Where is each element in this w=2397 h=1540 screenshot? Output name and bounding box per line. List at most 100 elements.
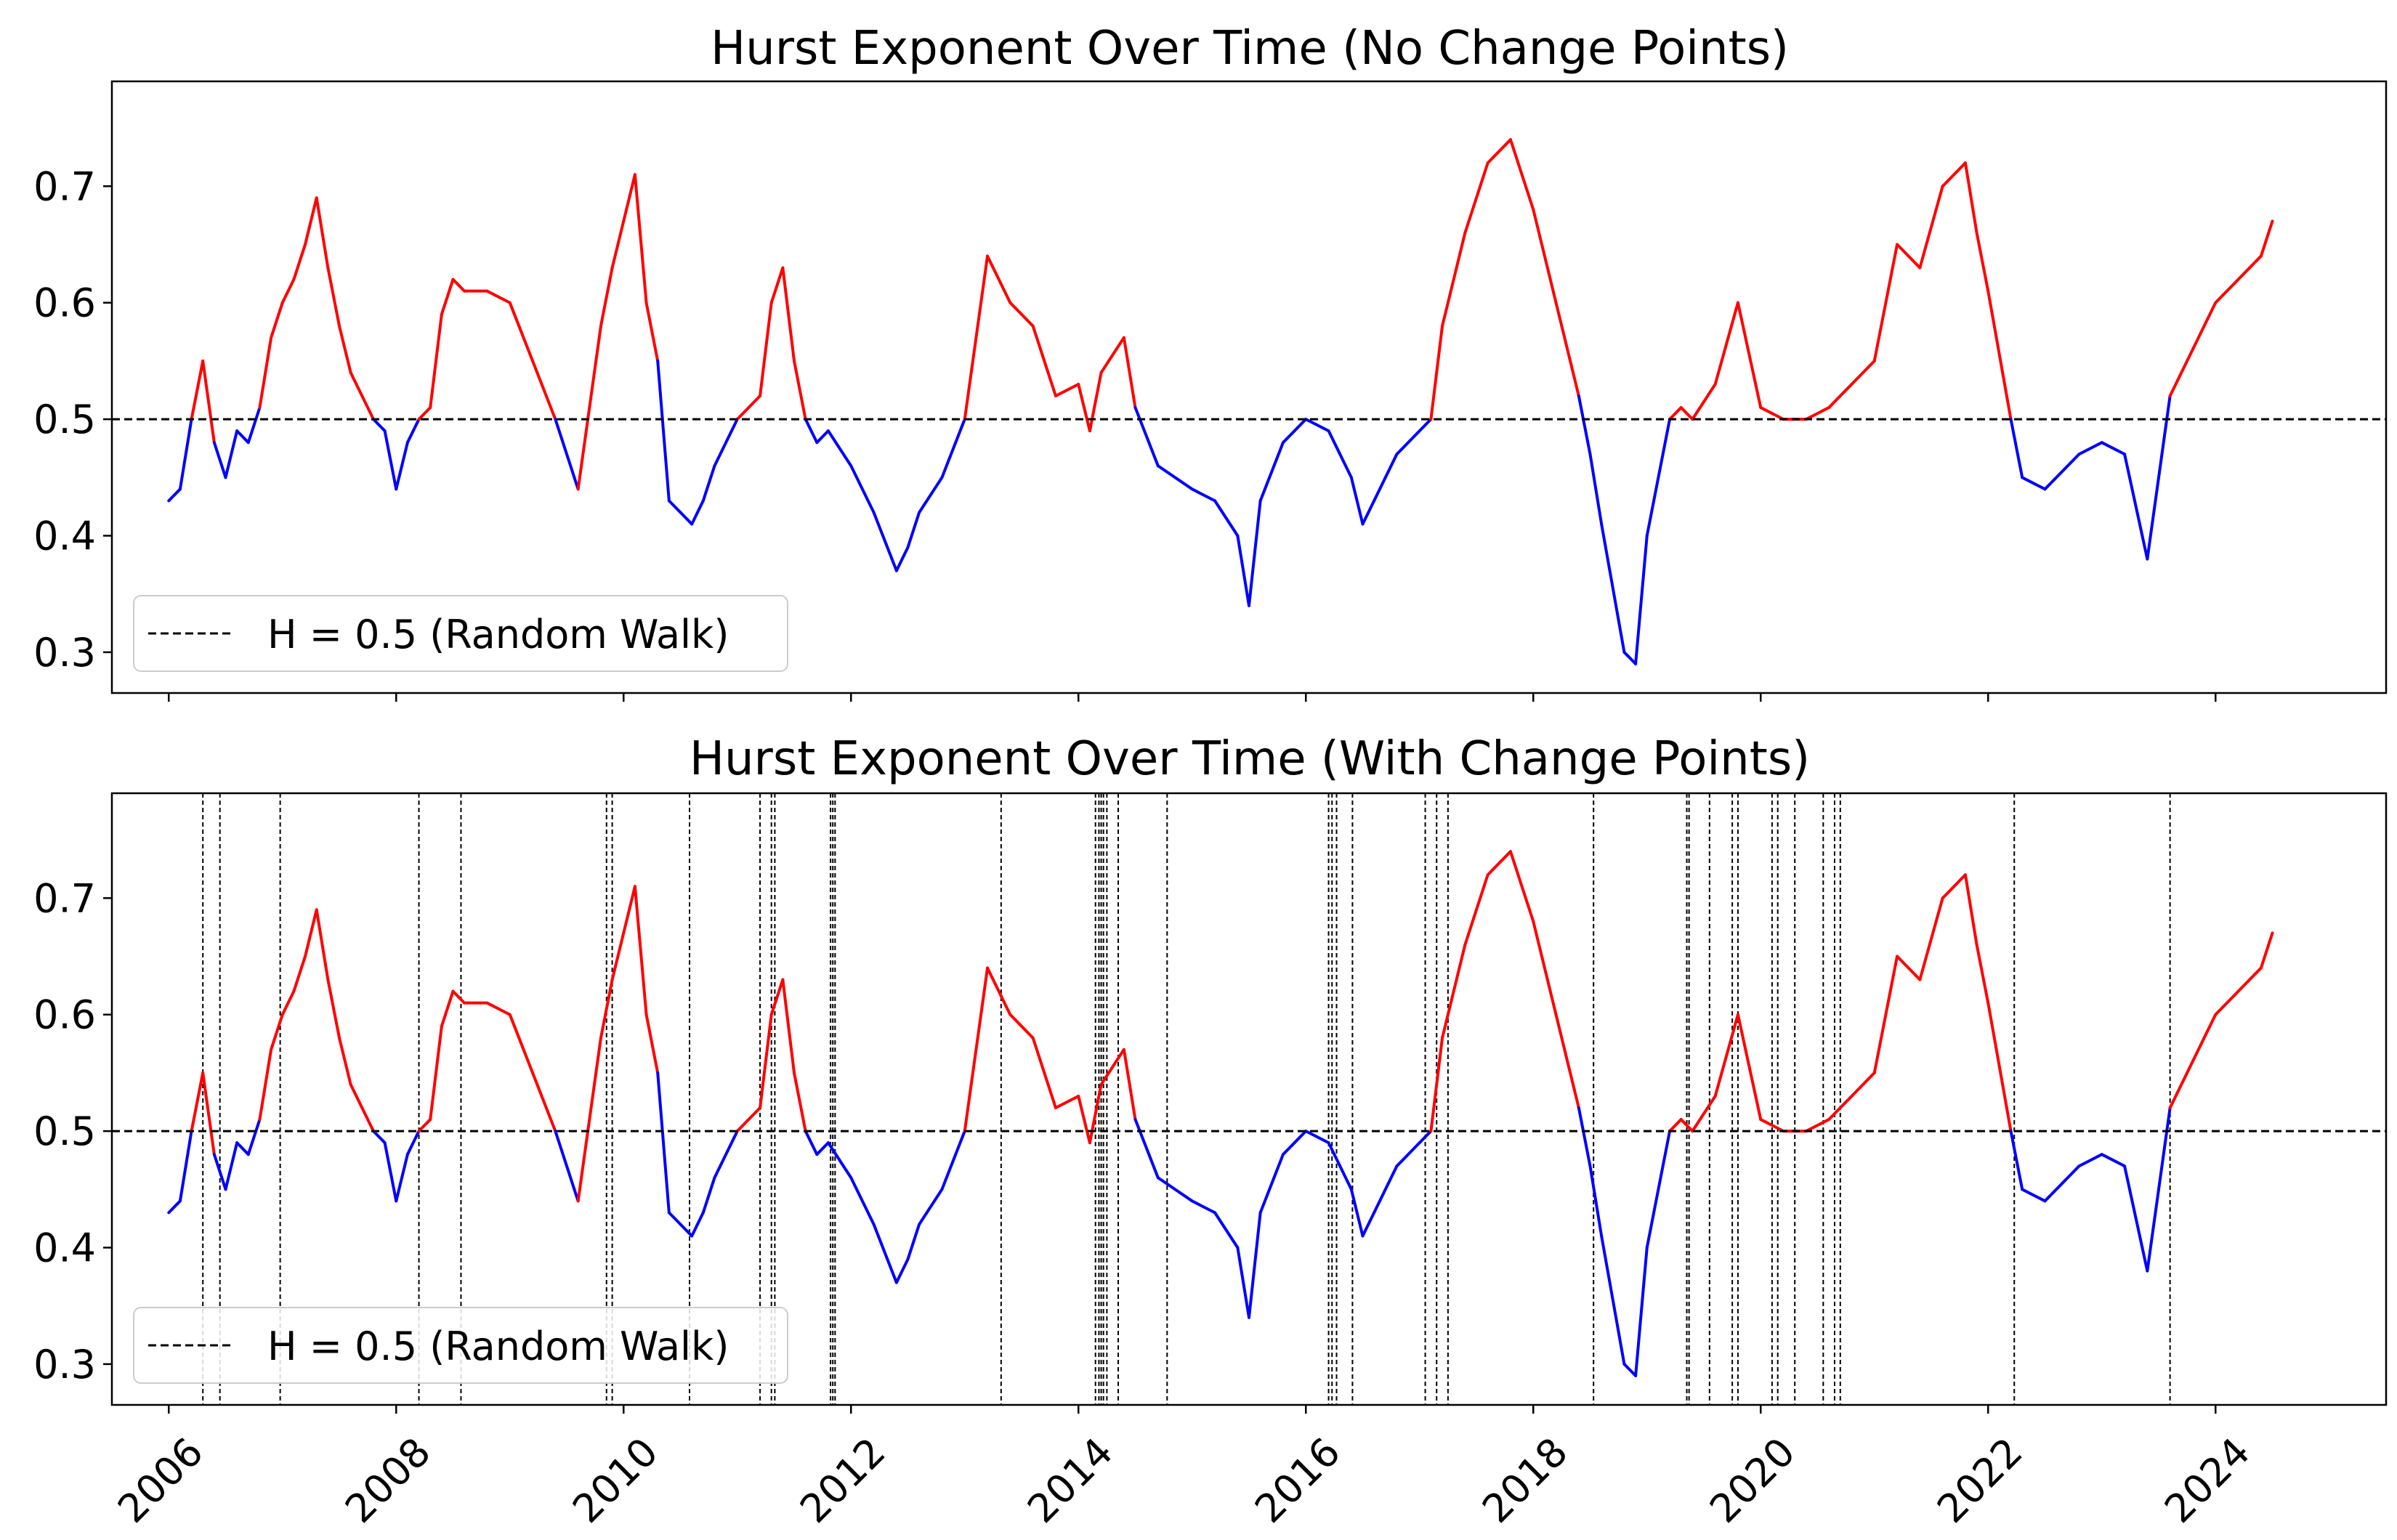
bottom-hurst-series-segment <box>2100 1153 2127 1168</box>
bottom-legend-label: H = 0.5 (Random Walk) <box>267 1324 729 1369</box>
bottom-hurst-series-segment <box>270 1013 284 1051</box>
bottom-ytick-label: 0.5 <box>33 1109 96 1154</box>
bottom-hurst-series-segment <box>1418 1130 1433 1145</box>
bottom-hurst-series-segment <box>1691 1094 1717 1133</box>
bottom-hurst-series-segment <box>759 1013 773 1110</box>
bottom-hurst-series-segment <box>190 1071 205 1133</box>
bottom-hurst-series-segment <box>326 978 341 1040</box>
bottom-hurst-series-segment <box>1827 1094 1854 1122</box>
top-hurst-series-segment <box>1736 301 1763 410</box>
top-hurst-series-segment <box>326 266 341 328</box>
bottom-hurst-series-segment <box>2146 1188 2160 1273</box>
bottom-hurst-series-segment <box>656 1071 671 1215</box>
bottom-hurst-series-segment <box>644 1013 660 1074</box>
top-hurst-series-segment <box>167 487 182 503</box>
top-hurst-series-segment <box>2100 441 2127 456</box>
top-hurst-series-segment <box>280 277 296 304</box>
top-hurst-series-segment <box>395 441 409 491</box>
top-hurst-series-segment <box>2168 347 2194 398</box>
top-hurst-series-segment <box>781 266 796 362</box>
bottom-hurst-series-segment <box>349 1082 364 1110</box>
bottom-hurst-series-segment <box>1031 1036 1057 1110</box>
bottom-hurst-series-segment <box>1668 1118 1683 1133</box>
bottom-hurst-series-segment <box>963 966 990 1133</box>
bottom-hurst-series-segment <box>2077 1153 2103 1168</box>
top-hurst-series-segment <box>804 418 819 445</box>
bottom-hurst-series-segment <box>508 1013 535 1074</box>
bottom-y-ticks: 0.3 0.4 0.5 0.6 0.7 <box>33 875 112 1387</box>
bottom-hurst-series-segment <box>360 1106 375 1133</box>
bottom-hurst-series-segment <box>246 1118 262 1156</box>
bottom-hurst-series-segment <box>1577 1106 1592 1168</box>
top-hurst-series-segment <box>1133 406 1160 468</box>
top-hurst-series-segment <box>1963 161 1978 235</box>
top-hurst-series-segment <box>894 546 910 572</box>
bottom-hurst-series-segment <box>1918 896 1944 981</box>
bottom-xtick-label: 2024 <box>2156 1429 2259 1532</box>
top-hurst-series-segment <box>1827 382 1854 410</box>
top-hurst-series-segment <box>1190 487 1217 503</box>
bottom-hurst-series-segment <box>1327 1141 1353 1191</box>
bottom-hurst-series-segment <box>1600 1234 1626 1366</box>
bottom-plot-area <box>112 850 2386 1377</box>
top-hurst-series-segment <box>690 499 705 526</box>
bottom-hurst-series-segment <box>485 1001 512 1016</box>
bottom-ytick-label: 0.4 <box>33 1225 96 1270</box>
bottom-hurst-series-segment <box>735 1106 762 1133</box>
top-hurst-series-segment <box>2077 441 2103 456</box>
top-hurst-series-segment <box>1622 650 1638 665</box>
bottom-hurst-series-segment <box>1156 1176 1194 1203</box>
bottom-xtick-label: 2014 <box>1019 1429 1122 1532</box>
top-hurst-series-segment <box>201 359 216 445</box>
top-hurst-series-segment <box>1486 138 1512 165</box>
top-hurst-series-segment <box>1248 499 1262 607</box>
top-hurst-series-segment <box>554 418 580 491</box>
top-y-ticks: 0.3 0.4 0.5 0.6 0.7 <box>33 163 112 676</box>
bottom-hurst-series-segment <box>1896 955 1922 981</box>
top-hurst-series-segment <box>371 418 387 433</box>
bottom-xtick-label: 2006 <box>109 1429 212 1532</box>
bottom-hurst-series-segment <box>679 1223 694 1238</box>
bottom-hurst-series-segment <box>2043 1164 2081 1203</box>
top-hurst-series-segment <box>1850 359 1876 386</box>
bottom-hurst-series-segment <box>1463 873 1489 947</box>
bottom-hurst-series-segment <box>1486 850 1512 877</box>
bottom-hurst-series-segment <box>417 1118 432 1133</box>
top-hurst-series-segment <box>633 173 648 304</box>
bottom-hurst-series-segment <box>1190 1199 1217 1215</box>
top-panel: Hurst Exponent Over Time (No Change Poin… <box>33 22 2388 702</box>
bottom-ytick-label: 0.3 <box>33 1342 96 1387</box>
top-hurst-series-segment <box>1941 161 1967 188</box>
bottom-hurst-series-segment <box>1281 1130 1308 1156</box>
bottom-hurst-series-segment <box>1645 1130 1672 1249</box>
top-hurst-series-segment <box>2157 394 2172 479</box>
bottom-hurst-series-segment <box>451 989 466 1005</box>
top-hurst-series-segment <box>759 301 773 398</box>
top-plot-area <box>112 138 2386 665</box>
bottom-hurst-series-segment <box>793 1071 807 1133</box>
bottom-hurst-series-segment <box>2191 1013 2218 1063</box>
top-legend-label: H = 0.5 (Random Walk) <box>267 612 729 657</box>
top-ytick-label: 0.4 <box>33 513 96 559</box>
top-chart-title: Hurst Exponent Over Time (No Change Poin… <box>711 22 1789 76</box>
bottom-hurst-series-segment <box>1088 1082 1103 1145</box>
bottom-xtick-label: 2022 <box>1928 1429 2032 1532</box>
top-hurst-series-segment <box>405 418 421 445</box>
top-hurst-series-segment <box>349 370 364 398</box>
top-hurst-series-segment <box>1077 382 1091 433</box>
bottom-hurst-series-segment <box>2157 1106 2172 1191</box>
top-hurst-series-segment <box>429 312 443 410</box>
bottom-hurst-series-segment <box>178 1130 193 1203</box>
top-hurst-series-segment <box>1713 301 1739 386</box>
top-hurst-series-segment <box>338 324 352 374</box>
top-hurst-series-segment <box>235 429 250 445</box>
top-hurst-series-segment <box>2236 254 2263 281</box>
bottom-hurst-series-segment <box>918 1188 944 1226</box>
bottom-hurst-series-segment <box>395 1153 409 1203</box>
bottom-hurst-series-segment <box>1554 1013 1580 1110</box>
top-axes-frame <box>110 80 2388 694</box>
top-hurst-series-segment <box>849 464 876 514</box>
bottom-legend-box <box>133 1307 788 1384</box>
bottom-hurst-series-segment <box>826 1141 853 1180</box>
bottom-hurst-series-segment <box>2123 1164 2149 1273</box>
